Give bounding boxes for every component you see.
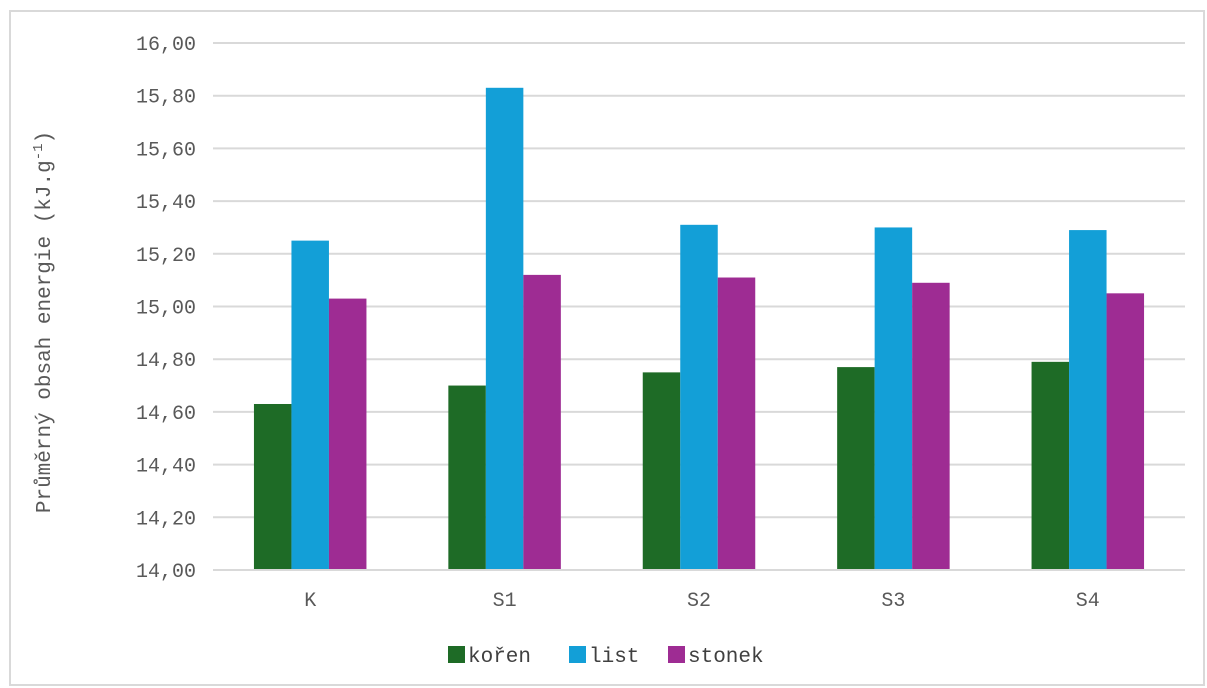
- legend-label-list: list: [589, 646, 639, 669]
- y-tick-label: 15,00: [136, 298, 196, 321]
- y-axis-title: Průměrný obsah energie (kJ.g-1): [31, 131, 57, 513]
- y-tick-label: 15,60: [136, 139, 196, 162]
- bars: [253, 87, 1145, 571]
- x-tick-label: K: [304, 590, 316, 613]
- bar-list-K: [291, 240, 329, 570]
- bar-kořen-S3: [837, 367, 875, 570]
- legend-swatch-stonek: [668, 646, 685, 663]
- gridlines: [213, 42, 1185, 519]
- bar-stonek-S2: [717, 277, 756, 570]
- bar-stonek-S4: [1106, 293, 1145, 570]
- y-tick-label: 14,60: [136, 403, 196, 426]
- bar-kořen-S1: [448, 385, 486, 570]
- y-axis-title-superscript: -1: [31, 143, 47, 160]
- y-tick-label: 15,20: [136, 245, 196, 268]
- x-tick-label: S4: [1076, 590, 1100, 613]
- bar-stonek-S1: [523, 274, 561, 570]
- bar-kořen-S4: [1031, 361, 1070, 570]
- y-tick-label: 14,20: [136, 508, 196, 531]
- bar-list-S1: [485, 87, 524, 571]
- y-tick-label: 14,00: [136, 561, 196, 584]
- chart-frame: [9, 10, 1205, 686]
- y-axis-title-main: Průměrný obsah energie (kJ.g: [34, 160, 57, 513]
- legend-label-stonek: stonek: [688, 646, 764, 669]
- y-axis-title-closing: ): [34, 131, 57, 144]
- legend: kořen list stonek: [448, 646, 764, 669]
- bar-stonek-S3: [912, 282, 950, 570]
- y-tick-label: 15,40: [136, 192, 196, 215]
- bar-list-S2: [680, 224, 718, 570]
- y-tick-label: 14,40: [136, 456, 196, 479]
- legend-swatch-kořen: [448, 646, 465, 663]
- bar-kořen-K: [253, 403, 292, 570]
- x-axis-tick-labels: K S1 S2 S3 S4: [304, 590, 1100, 613]
- bar-list-S4: [1069, 230, 1107, 570]
- y-tick-label: 15,80: [136, 87, 196, 110]
- bar-list-S3: [874, 227, 913, 570]
- bar-kořen-S2: [642, 372, 681, 570]
- x-tick-label: S2: [687, 590, 711, 613]
- x-tick-label: S3: [881, 590, 905, 613]
- y-axis-tick-labels: 14,00 14,20 14,40 14,60 14,80 15,00 15,20 15,40…: [136, 34, 196, 584]
- y-tick-label: 14,80: [136, 350, 196, 373]
- bar-stonek-K: [328, 298, 367, 570]
- legend-swatch-list: [569, 646, 586, 663]
- x-tick-label: S1: [493, 590, 517, 613]
- legend-label-kořen: kořen: [468, 646, 531, 669]
- y-tick-label: 16,00: [136, 34, 196, 57]
